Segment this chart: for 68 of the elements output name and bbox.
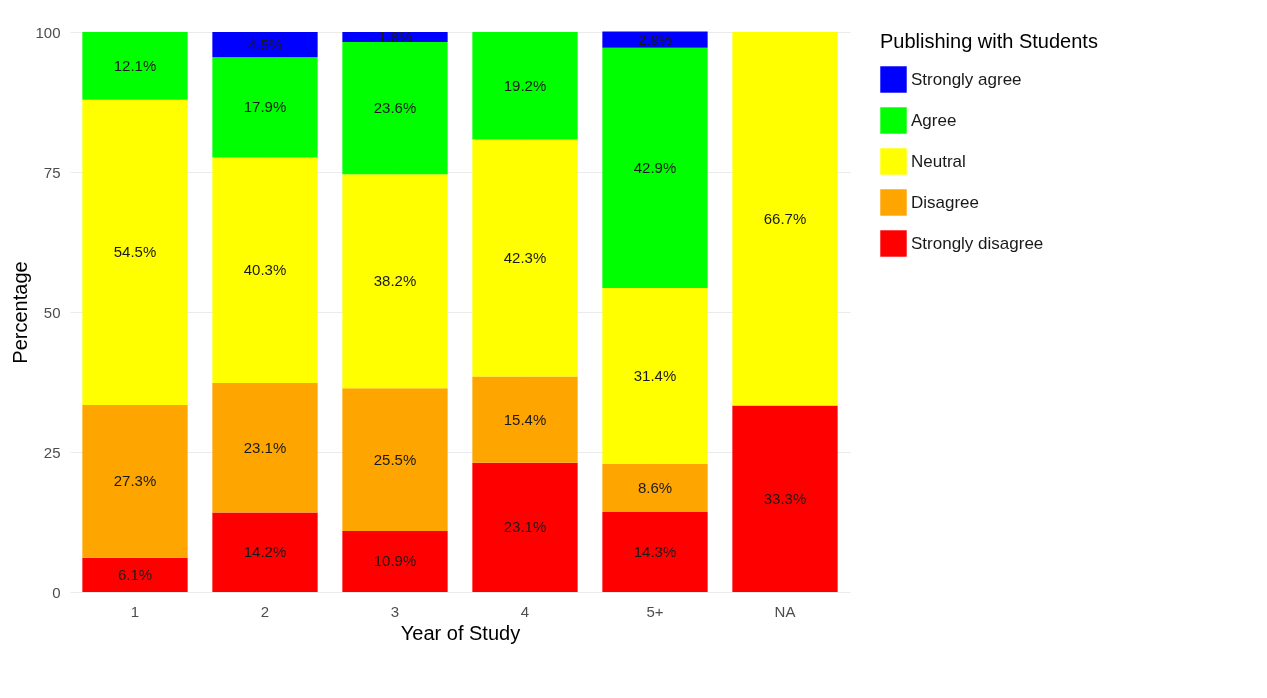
bar <box>602 511 708 592</box>
bar <box>82 404 188 558</box>
data-label: 17.9% <box>243 98 287 116</box>
bar <box>602 31 708 48</box>
data-label: 66.7% <box>763 209 807 227</box>
x-tick-label: 3 <box>390 602 400 620</box>
data-label: 23.1% <box>243 438 287 456</box>
y-tick-label: 75 <box>43 163 61 181</box>
data-label: 23.1% <box>503 518 547 536</box>
legend-label: Neutral <box>911 151 966 171</box>
data-label: 14.2% <box>243 543 287 561</box>
legend-label: Disagree <box>911 192 980 212</box>
bar <box>602 287 708 464</box>
bar <box>82 557 188 592</box>
data-label: 23.6% <box>373 99 417 117</box>
data-label: 8.6% <box>637 478 673 496</box>
y-tick-label: 25 <box>43 443 61 461</box>
legend-label: Strongly agree <box>911 69 1022 89</box>
data-label: 14.3% <box>633 542 677 560</box>
data-label: 6.1% <box>117 565 153 583</box>
data-label: 33.3% <box>763 489 807 507</box>
bar <box>472 376 578 463</box>
bar <box>602 463 708 512</box>
y-axis-title: Percentage <box>9 261 32 364</box>
bar <box>82 99 188 405</box>
data-label: 54.5% <box>113 243 157 261</box>
bar <box>732 405 838 592</box>
x-tick-label: 4 <box>520 602 530 620</box>
bar <box>602 47 708 288</box>
legend-title: Publishing with Students <box>880 30 1098 52</box>
bar <box>342 42 448 175</box>
y-tick-label: 0 <box>52 583 61 601</box>
data-label: 15.4% <box>503 410 547 428</box>
data-label: 1.8% <box>377 28 413 46</box>
x-tick-label: 5+ <box>646 602 664 620</box>
data-label: 10.9% <box>373 552 417 570</box>
data-label: 42.3% <box>503 248 547 266</box>
bar <box>472 139 578 377</box>
bar <box>212 383 318 513</box>
x-tick-label: NA <box>774 602 796 620</box>
bar <box>212 157 318 384</box>
bar <box>472 32 578 140</box>
data-label: 42.9% <box>633 158 677 176</box>
y-tick-label: 50 <box>43 303 61 321</box>
x-tick-label: 2 <box>260 602 270 620</box>
bar <box>212 512 318 592</box>
data-label: 2.9% <box>637 30 673 48</box>
y-tick-label: 100 <box>35 23 61 41</box>
legend-label: Strongly disagree <box>911 233 1044 253</box>
bar <box>732 32 838 406</box>
data-label: 40.3% <box>243 261 287 279</box>
data-label: 12.1% <box>113 56 157 74</box>
legend-label: Agree <box>911 110 957 130</box>
data-label: 25.5% <box>373 450 417 468</box>
data-label: 4.5% <box>247 35 283 53</box>
bar <box>82 32 188 100</box>
data-label: 38.2% <box>373 272 417 290</box>
data-label: 31.4% <box>633 366 677 384</box>
bar <box>342 530 448 592</box>
data-label: 19.2% <box>503 76 547 94</box>
bar <box>472 462 578 592</box>
bar <box>212 57 318 158</box>
x-axis-title: Year of Study <box>400 621 521 644</box>
bar <box>342 388 448 531</box>
bar <box>212 32 318 58</box>
data-label: 27.3% <box>113 472 157 490</box>
x-tick-label: 1 <box>130 602 140 620</box>
bar <box>342 174 448 389</box>
